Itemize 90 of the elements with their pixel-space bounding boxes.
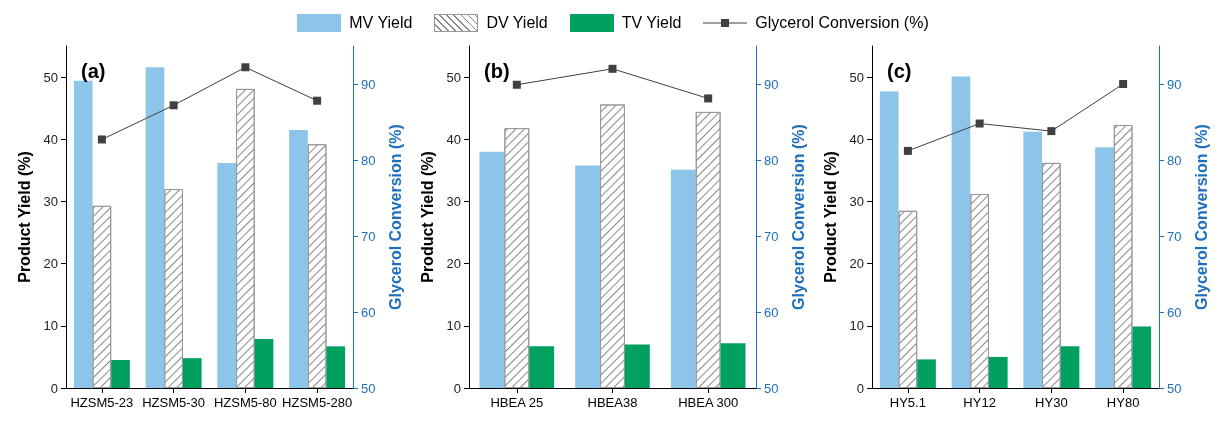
legend-label: Glycerol Conversion (%): [755, 14, 929, 32]
bar: [624, 344, 650, 388]
y-tick-label: 50: [43, 69, 58, 85]
y-tick-label: 10: [446, 318, 461, 334]
y2-tick-label: 80: [361, 152, 376, 168]
x-tick-label: HY5.1: [889, 395, 926, 410]
y-tick-label: 50: [446, 69, 461, 85]
point: [903, 146, 912, 155]
y-axis-title: Product Yield (%): [821, 151, 839, 283]
y-tick-label: 10: [849, 318, 864, 334]
y2-tick-label: 70: [1167, 228, 1182, 244]
point: [169, 101, 178, 110]
bar: [988, 356, 1008, 388]
point: [608, 64, 617, 73]
x-tick-label: HZSM5-30: [142, 395, 206, 410]
y-tick-label: 40: [849, 131, 864, 147]
y-axis-title: Product Yield (%): [418, 151, 436, 283]
bar: [254, 338, 274, 388]
point: [241, 63, 250, 72]
point: [975, 119, 984, 128]
point: [704, 94, 713, 103]
y-tick-label: 20: [849, 256, 864, 272]
text: (a): [81, 60, 106, 82]
bar: [1060, 346, 1080, 388]
y2-tick-label: 60: [1167, 304, 1182, 320]
y-tick-label: 40: [446, 131, 461, 147]
y2-tick-label: 90: [361, 76, 376, 92]
y2-tick-label: 50: [1167, 380, 1182, 396]
y2-axis-title: Glycerol Conversion (%): [789, 124, 807, 310]
x-tick-label: HZSM5-23: [70, 395, 134, 410]
bar: [182, 358, 202, 388]
bar: [111, 360, 130, 388]
y-tick-label: 0: [856, 380, 864, 396]
y2-tick-label: 90: [764, 76, 779, 92]
bar: [73, 80, 93, 388]
y-tick-label: 40: [43, 131, 58, 147]
y-tick-label: 30: [446, 193, 461, 209]
x-tick-label: HZSM5-280: [282, 395, 353, 410]
y2-tick-label: 70: [764, 228, 779, 244]
point: [313, 96, 322, 105]
legend-label: TV Yield: [621, 14, 682, 32]
bar: [479, 151, 505, 388]
y2-axis-title: Glycerol Conversion (%): [386, 124, 404, 310]
y-tick-label: 30: [43, 193, 58, 209]
y-tick-label: 0: [50, 380, 58, 396]
y2-tick-label: 90: [1167, 76, 1182, 92]
bar: [879, 91, 899, 388]
point: [512, 80, 521, 89]
y2-tick-label: 50: [764, 380, 779, 396]
y2-tick-label: 80: [1167, 152, 1182, 168]
bar: [575, 165, 601, 388]
x-tick-label: HZSM5-80: [213, 395, 277, 410]
y-tick-label: 20: [446, 256, 461, 272]
y-tick-label: 10: [43, 318, 58, 334]
text: (c): [887, 60, 912, 82]
bar: [951, 76, 971, 388]
bar: [326, 346, 346, 388]
bar: [529, 346, 555, 388]
x-tick-label: HY12: [963, 395, 996, 410]
x-tick-label: HY30: [1035, 395, 1068, 410]
y2-tick-label: 80: [764, 152, 779, 168]
x-tick-label: HBEA38: [587, 395, 638, 410]
y2-tick-label: 60: [361, 304, 376, 320]
bar: [145, 67, 165, 388]
y2-tick-label: 60: [764, 304, 779, 320]
x-tick-label: HY80: [1106, 395, 1140, 410]
legend-label: MV Yield: [349, 14, 413, 32]
text: (b): [484, 60, 510, 82]
bar: [217, 162, 237, 388]
y2-axis-title: Glycerol Conversion (%): [1192, 124, 1210, 310]
y-axis-title: Product Yield (%): [15, 151, 33, 283]
bar: [289, 129, 308, 388]
bar: [1023, 131, 1043, 388]
y2-tick-label: 70: [361, 228, 376, 244]
y-tick-label: 30: [849, 193, 864, 209]
bar: [917, 359, 936, 388]
point: [1047, 127, 1056, 136]
x-tick-label: HBEA 25: [490, 395, 544, 410]
y-tick-label: 0: [453, 380, 461, 396]
point: [1119, 80, 1128, 88]
x-tick-label: HBEA 300: [678, 395, 739, 410]
y2-tick-label: 50: [361, 380, 376, 396]
y-tick-label: 20: [43, 256, 58, 272]
bar: [670, 169, 696, 388]
bar: [720, 343, 746, 388]
bar: [1095, 147, 1114, 388]
bar: [1132, 326, 1152, 388]
point: [97, 135, 106, 144]
legend-label: DV Yield: [486, 14, 548, 32]
y-tick-label: 50: [849, 69, 864, 85]
